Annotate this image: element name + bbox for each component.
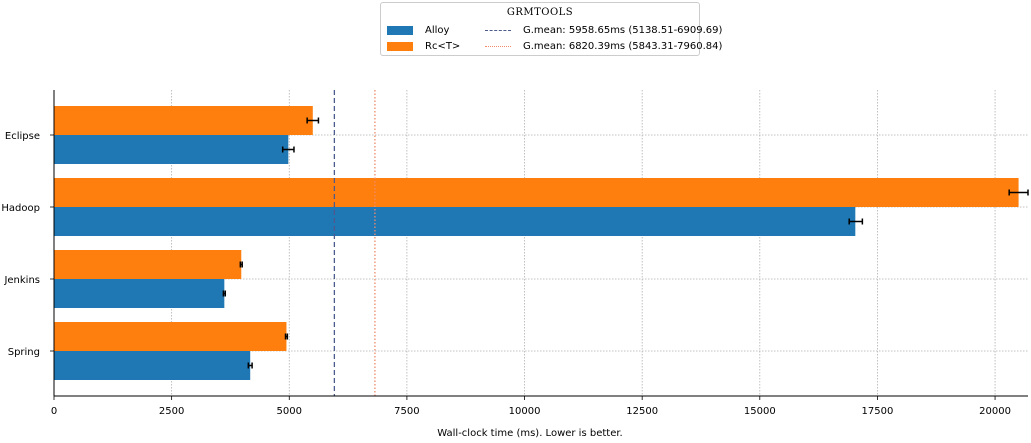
x-tick-label-0: 0: [51, 406, 57, 417]
legend-label-gmean-alloy: G.mean: 5958.65ms (5138.51-6909.69): [523, 24, 723, 36]
tick-labels: 0 2500 5000 7500 10000 12500 15000 17500 20000 Ec…: [1, 131, 1011, 417]
x-tick-label-7500: 7500: [394, 406, 419, 417]
dashed-line-icon: [485, 29, 511, 31]
legend-entry-rc: Rc<T>: [387, 39, 460, 53]
x-tick-label-20000: 20000: [979, 406, 1011, 417]
legend: GRMTOOLS Alloy Rc<T> G.mean: 5958.65ms (…: [380, 2, 722, 56]
legend-title: GRMTOOLS: [506, 7, 574, 18]
x-tick-label-10000: 10000: [509, 406, 541, 417]
x-axis-label: Wall-clock time (ms). Lower is better.: [437, 428, 622, 439]
bar-alloy-spring: [54, 351, 251, 380]
bar-alloy-eclipse: [54, 135, 289, 164]
reference-lines: [333, 90, 376, 396]
legend-label-alloy: Alloy: [425, 24, 450, 36]
axes: [50, 90, 1028, 400]
alloy-swatch: [387, 25, 413, 35]
legend-entry-gmean-rc: G.mean: 6820.39ms (5843.31-7960.84): [485, 39, 722, 53]
bar-rc-t-eclipse: [54, 106, 313, 135]
x-tick-label-15000: 15000: [744, 406, 776, 417]
legend-label-rc: Rc<T>: [425, 40, 461, 52]
legend-entry-alloy: Alloy: [387, 23, 449, 37]
category-label-spring: Spring: [8, 347, 40, 358]
category-label-jenkins: Jenkins: [3, 275, 40, 286]
error-bars: [222, 117, 1029, 369]
bars: [54, 106, 1019, 380]
x-tick-label-2500: 2500: [159, 406, 184, 417]
x-tick-label-12500: 12500: [626, 406, 658, 417]
bar-alloy-hadoop: [54, 207, 856, 236]
rc-swatch: [387, 41, 413, 51]
x-tick-label-17500: 17500: [862, 406, 894, 417]
x-tick-label-5000: 5000: [277, 406, 302, 417]
bar-rc-t-spring: [54, 322, 287, 351]
legend-label-gmean-rc: G.mean: 6820.39ms (5843.31-7960.84): [523, 40, 723, 52]
bar-alloy-jenkins: [54, 279, 225, 308]
legend-entry-gmean-alloy: G.mean: 5958.65ms (5138.51-6909.69): [485, 23, 722, 37]
category-label-eclipse: Eclipse: [5, 131, 40, 142]
category-label-hadoop: Hadoop: [1, 203, 40, 214]
dotted-line-icon: [485, 45, 511, 47]
bar-rc-t-hadoop: [54, 178, 1019, 207]
bar-rc-t-jenkins: [54, 250, 242, 279]
